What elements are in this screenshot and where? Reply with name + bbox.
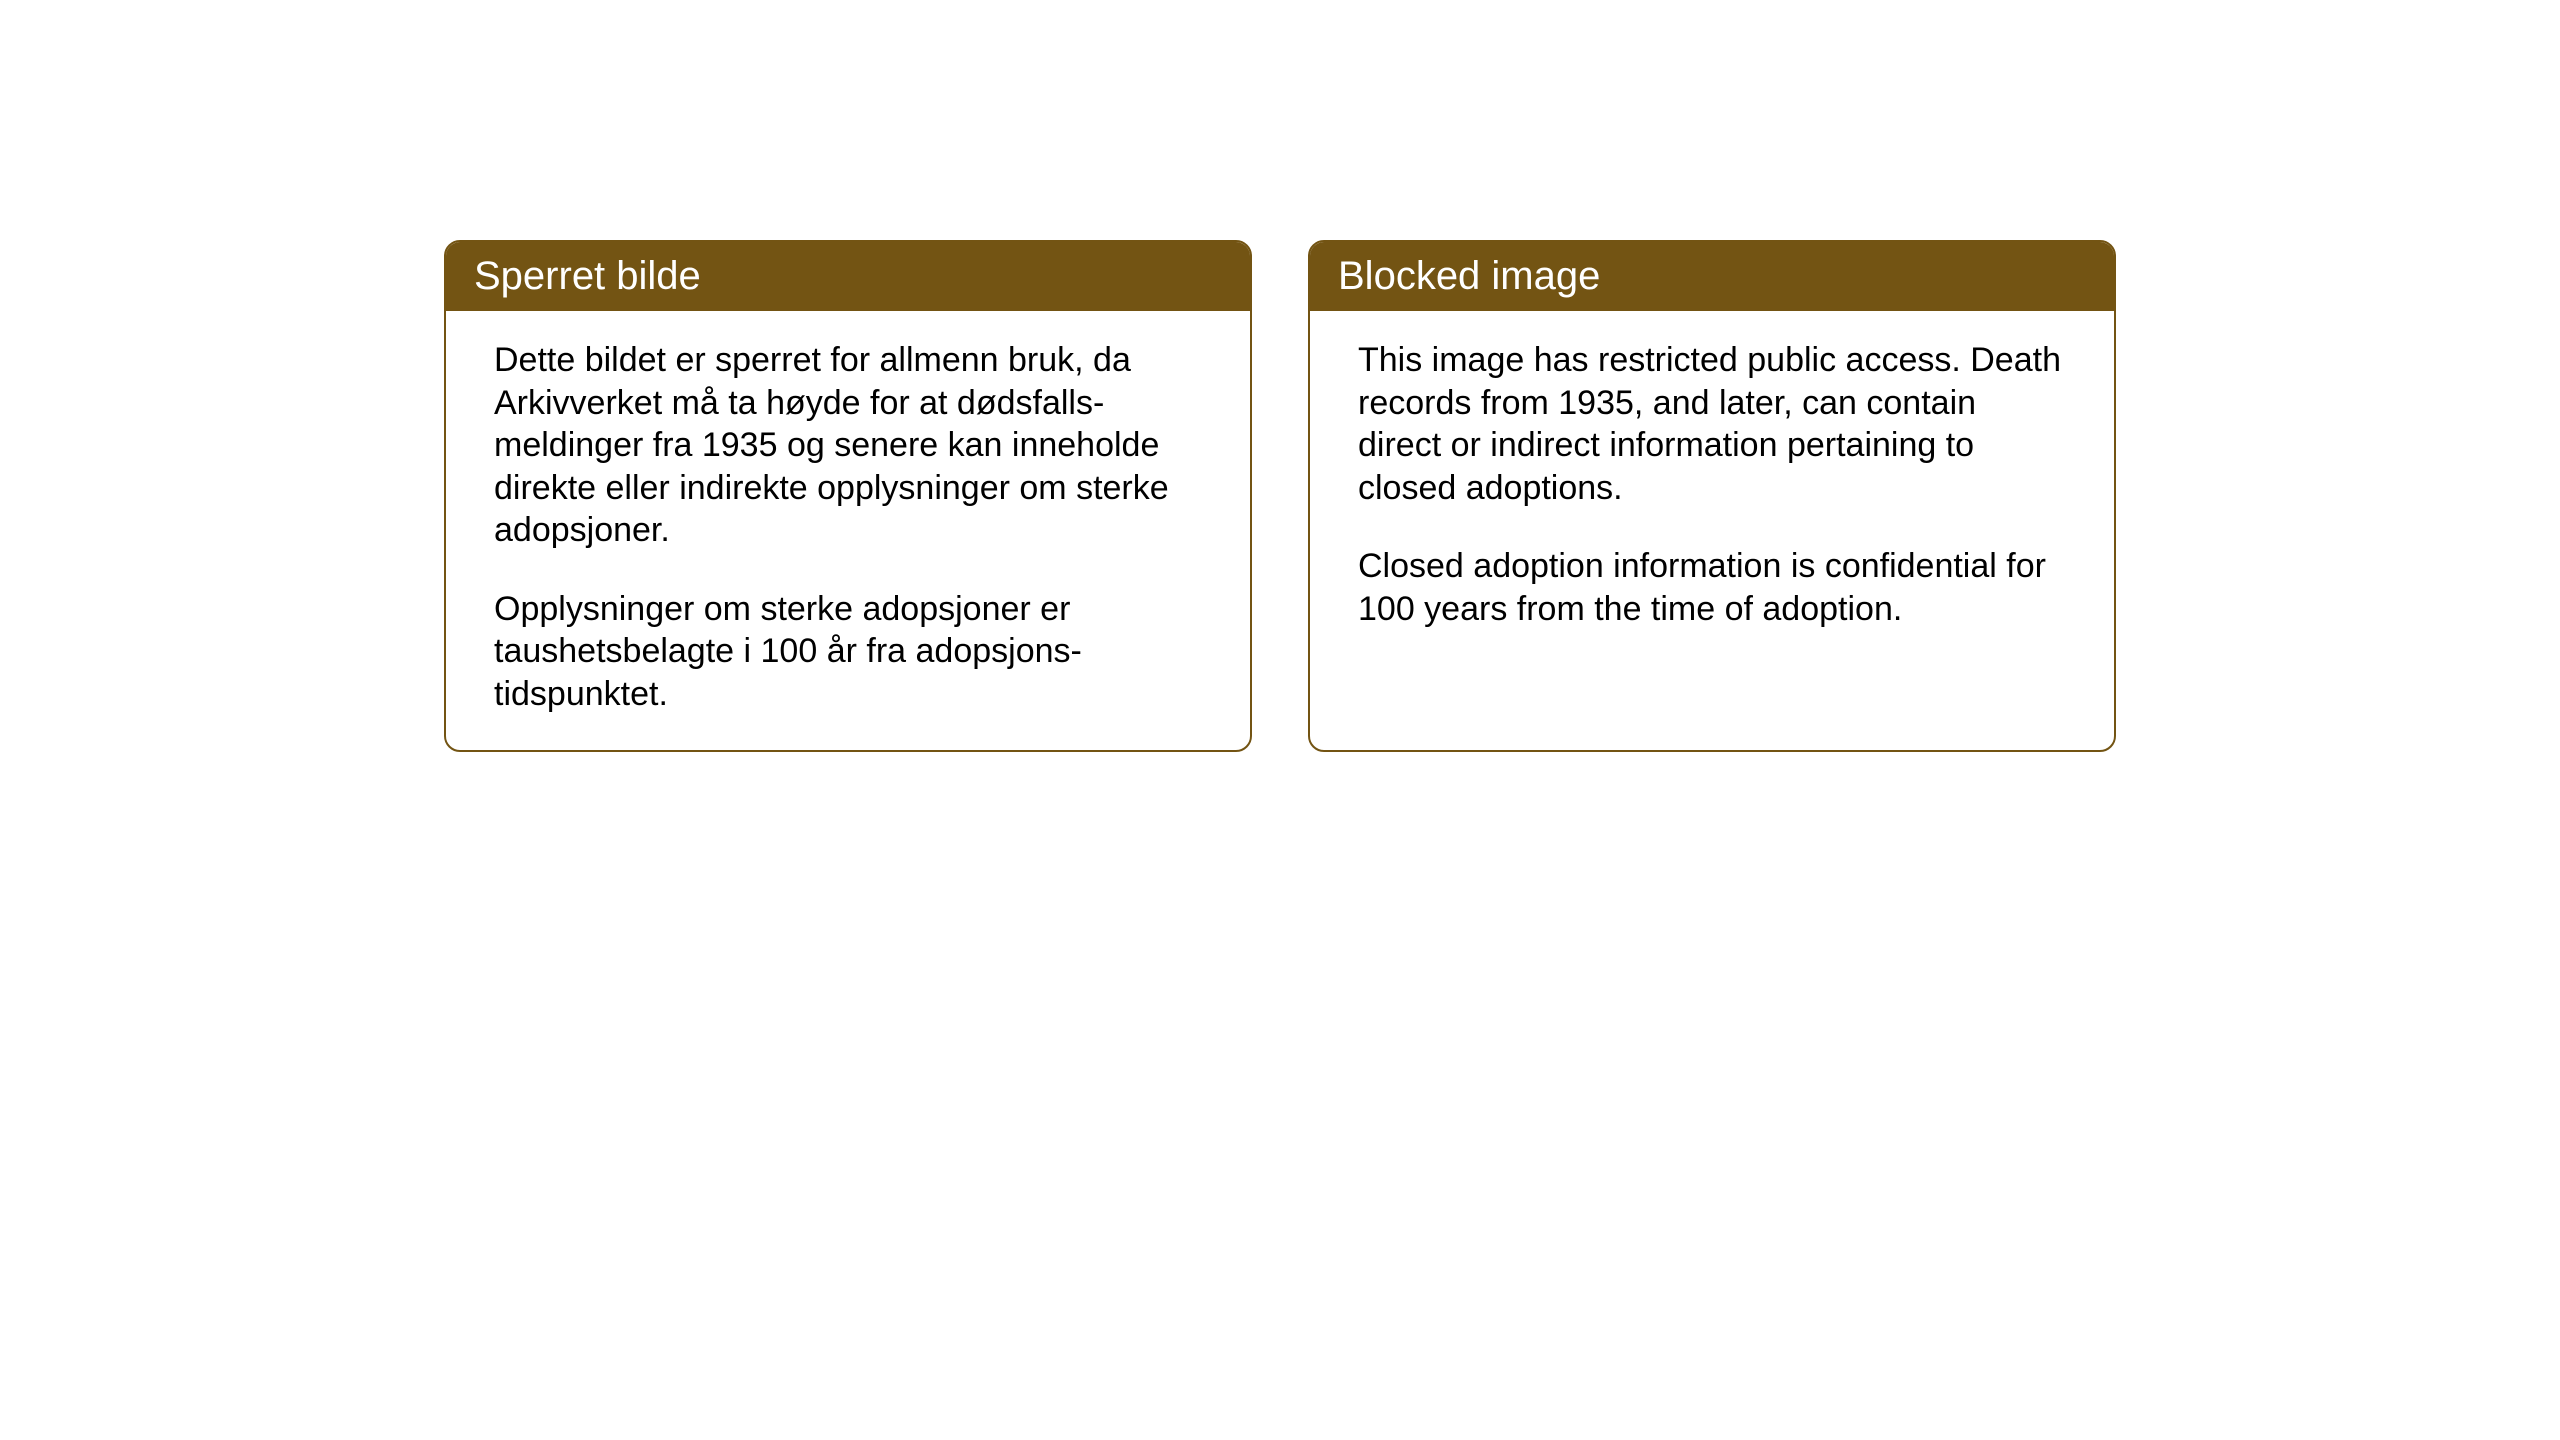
- norwegian-card-body: Dette bildet er sperret for allmenn bruk…: [446, 311, 1250, 743]
- english-paragraph-1: This image has restricted public access.…: [1358, 339, 2066, 509]
- card-container: Sperret bilde Dette bildet er sperret fo…: [444, 240, 2116, 752]
- norwegian-paragraph-2: Opplysninger om sterke adopsjoner er tau…: [494, 588, 1202, 716]
- english-card-header: Blocked image: [1310, 242, 2114, 311]
- norwegian-card-header: Sperret bilde: [446, 242, 1250, 311]
- norwegian-paragraph-1: Dette bildet er sperret for allmenn bruk…: [494, 339, 1202, 552]
- english-card: Blocked image This image has restricted …: [1308, 240, 2116, 752]
- norwegian-card: Sperret bilde Dette bildet er sperret fo…: [444, 240, 1252, 752]
- english-paragraph-2: Closed adoption information is confident…: [1358, 545, 2066, 630]
- english-card-body: This image has restricted public access.…: [1310, 311, 2114, 658]
